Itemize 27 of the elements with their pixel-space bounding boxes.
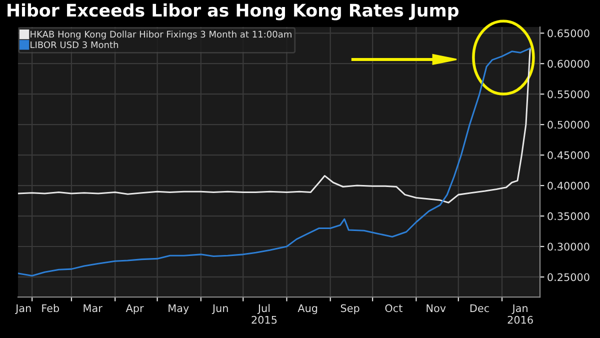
x-tick-label: Sep [340, 304, 360, 314]
x-tick-label: Jul 2015 [252, 304, 277, 324]
y-tick-label: 0.40000 [548, 182, 590, 190]
y-tick-label: 0.30000 [548, 242, 590, 251]
line-series [18, 48, 531, 204]
y-tick-label: 0.50000 [548, 120, 590, 129]
x-tick-label: Mar [84, 304, 102, 312]
y-tick-label: 0.60000 [548, 60, 590, 68]
chart-title: Hibor Exceeds Libor as Hong Kong Rates Jump [8, 3, 458, 20]
line-series [18, 48, 531, 277]
y-tick-label: 0.65000 [548, 29, 590, 38]
x-tick-label: Jan [15, 304, 31, 314]
y-tick-label: 0.25000 [548, 273, 590, 282]
legend-label: HKAB Hong Kong Dollar Hibor Fixings 3 Month at 11:00am [30, 30, 292, 40]
legend-label: LIBOR USD 3 Month [30, 41, 118, 48]
x-tick-label: Aug [298, 304, 318, 314]
x-tick-label: Apr [126, 304, 144, 314]
x-tick-label: Jun [212, 304, 228, 314]
x-tick-label: Nov [426, 304, 446, 312]
y-tick-label: 0.45000 [548, 151, 590, 160]
x-tick-label: Feb [42, 304, 60, 312]
y-tick-label: 0.35000 [548, 212, 590, 220]
y-tick-label: 0.55000 [548, 90, 590, 98]
x-tick-label: Jan 2016 [508, 304, 533, 324]
x-tick-label: Oct [385, 304, 402, 312]
x-tick-label: Dec [470, 304, 489, 312]
x-tick-label: May [168, 304, 189, 314]
